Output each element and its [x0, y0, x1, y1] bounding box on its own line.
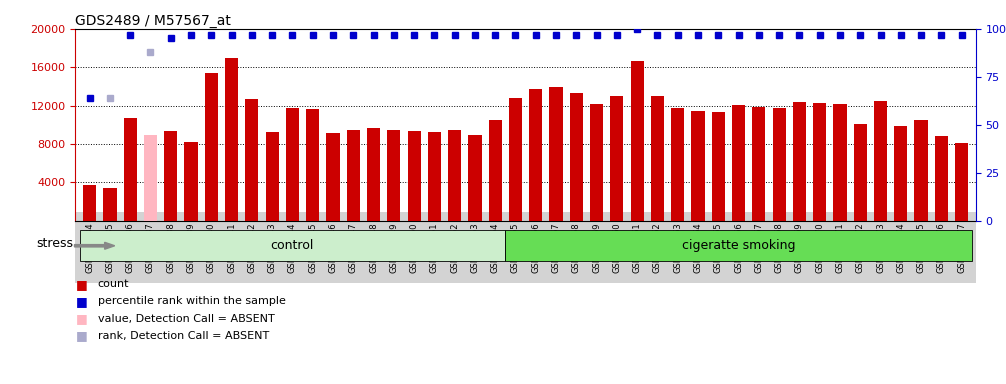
Bar — [205, 73, 218, 221]
Bar — [935, 136, 948, 221]
Bar — [711, 112, 725, 221]
Bar — [813, 103, 826, 221]
Text: ■: ■ — [75, 312, 88, 325]
Bar — [428, 132, 441, 221]
Bar — [955, 143, 968, 221]
Bar — [144, 136, 157, 221]
Text: GDS2489 / M57567_at: GDS2489 / M57567_at — [75, 14, 231, 28]
Bar — [225, 58, 238, 221]
Bar — [104, 188, 117, 221]
Bar — [387, 129, 400, 221]
Bar — [509, 98, 522, 221]
Bar — [367, 127, 380, 221]
Bar — [245, 99, 259, 221]
Bar — [651, 96, 664, 221]
Bar — [691, 111, 704, 221]
Text: percentile rank within the sample: percentile rank within the sample — [98, 296, 286, 306]
Bar — [874, 101, 887, 221]
Bar — [124, 118, 137, 221]
Text: ■: ■ — [75, 295, 88, 308]
Bar — [407, 131, 421, 221]
Bar — [833, 104, 846, 221]
Bar — [489, 120, 502, 221]
Bar — [326, 134, 340, 221]
Bar — [347, 129, 360, 221]
Text: control: control — [271, 239, 314, 252]
Bar — [752, 106, 766, 221]
Bar — [549, 88, 562, 221]
Bar — [469, 136, 482, 221]
Bar — [773, 108, 786, 221]
Bar — [793, 102, 806, 221]
Bar — [164, 131, 177, 221]
Bar — [266, 131, 279, 221]
Bar — [914, 120, 928, 221]
Bar — [529, 89, 542, 221]
Bar — [732, 104, 745, 221]
Bar — [83, 185, 97, 221]
Bar — [448, 129, 461, 221]
Bar — [569, 93, 582, 221]
Text: ■: ■ — [75, 329, 88, 343]
Text: cigeratte smoking: cigeratte smoking — [682, 239, 796, 252]
Bar — [184, 142, 197, 221]
Bar — [671, 108, 684, 221]
Text: value, Detection Call = ABSENT: value, Detection Call = ABSENT — [98, 314, 275, 324]
Text: rank, Detection Call = ABSENT: rank, Detection Call = ABSENT — [98, 331, 269, 341]
Bar — [894, 126, 907, 221]
Text: stress: stress — [36, 237, 73, 250]
Bar — [591, 104, 604, 221]
Bar — [611, 96, 624, 221]
Text: count: count — [98, 279, 129, 289]
Bar — [306, 109, 319, 221]
Bar — [854, 124, 867, 221]
Bar — [286, 108, 299, 221]
Text: ■: ■ — [75, 278, 88, 291]
Bar — [631, 61, 644, 221]
